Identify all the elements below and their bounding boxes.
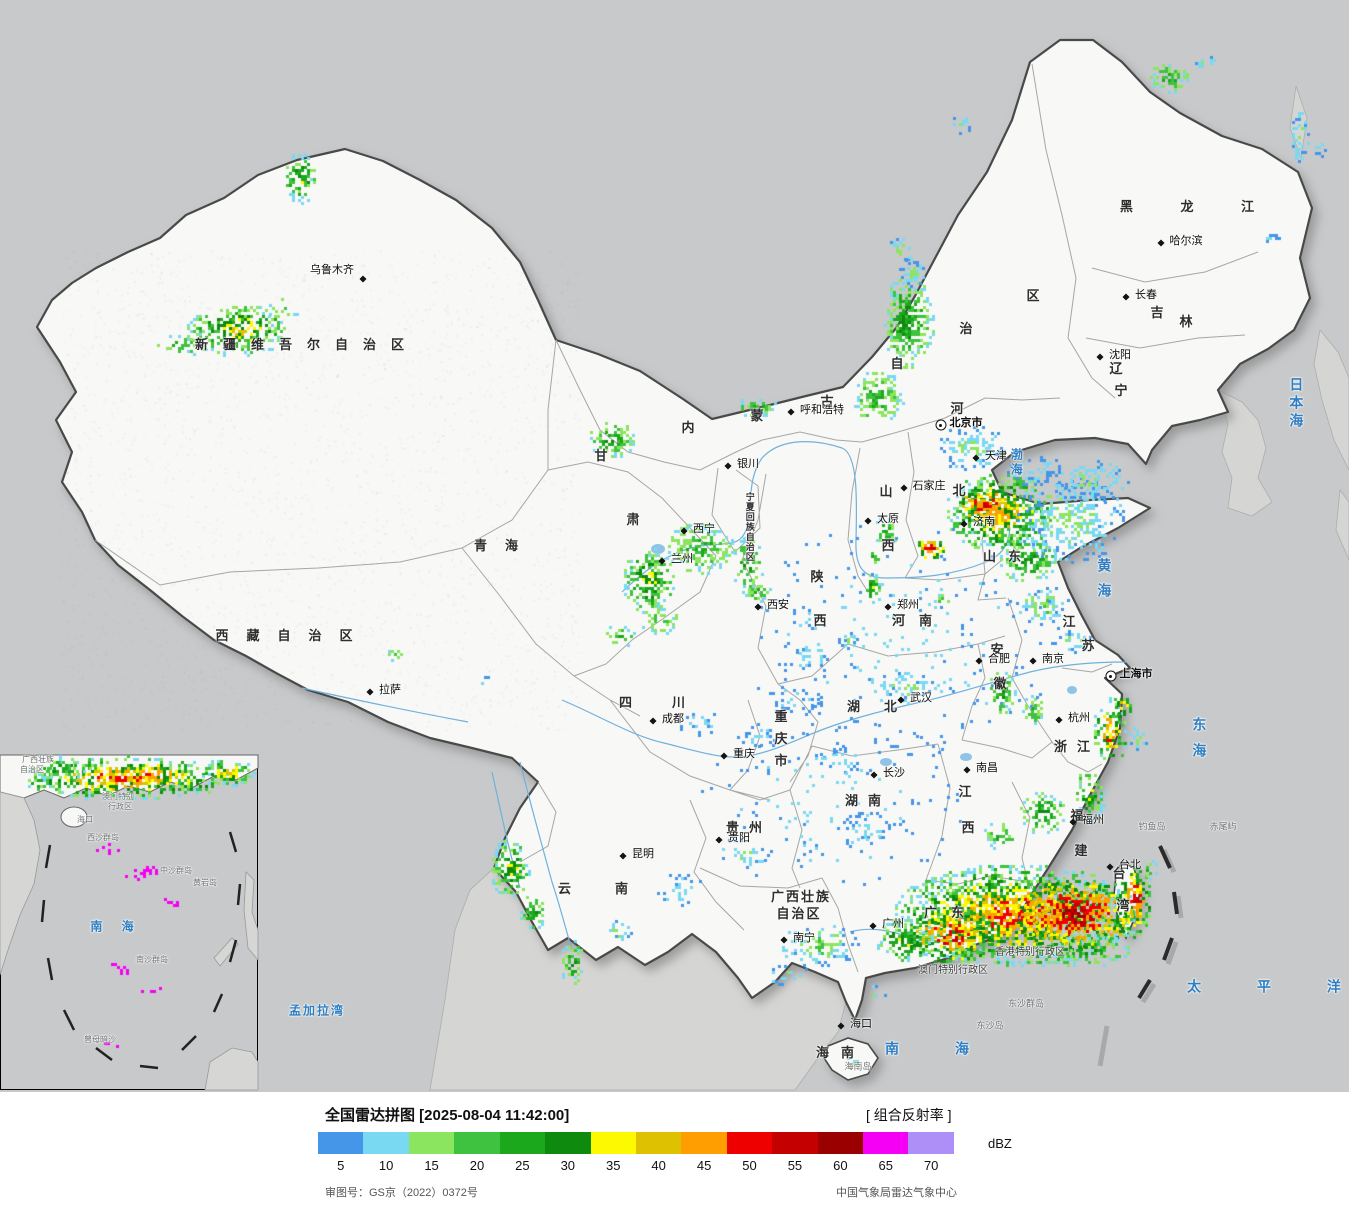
dbz-tick-label: 45 bbox=[696, 1158, 712, 1173]
dbz-tick-label: 60 bbox=[833, 1158, 848, 1173]
dbz-tick-label: 20 bbox=[469, 1158, 485, 1173]
legend-bar: 全国雷达拼图 [2025-08-04 11:42:00] [ 组合反射率 ] 5… bbox=[0, 1092, 1349, 1208]
dbz-unit-label: dBZ bbox=[988, 1136, 1012, 1151]
dbz-segment bbox=[772, 1132, 818, 1154]
dbz-segment bbox=[681, 1132, 727, 1154]
dbz-tick-label: 5 bbox=[337, 1158, 345, 1173]
dbz-segment bbox=[408, 1132, 455, 1154]
dbz-tick-label: 50 bbox=[742, 1158, 757, 1173]
dbz-tick-label: 65 bbox=[878, 1158, 893, 1173]
dbz-segment bbox=[590, 1132, 636, 1154]
credit-label: 中国气象局雷达气象中心 bbox=[836, 1187, 957, 1199]
dbz-tick-label: 70 bbox=[923, 1158, 939, 1173]
map-area: 黑 龙 江吉林辽宁内蒙古自治区新疆维吾尔自治区 西藏自治区 青海甘肃宁夏回族自治区陕… bbox=[0, 0, 1349, 1092]
radar-echo-layer bbox=[0, 0, 1349, 1092]
dbz-segment bbox=[863, 1132, 909, 1154]
dbz-tick-label: 15 bbox=[424, 1158, 439, 1173]
dbz-tick-label: 30 bbox=[560, 1158, 576, 1173]
dbz-tick-label: 35 bbox=[606, 1158, 621, 1173]
dbz-segment bbox=[908, 1132, 954, 1154]
dbz-segment bbox=[817, 1132, 864, 1154]
map-title: 全国雷达拼图 [2025-08-04 11:42:00] bbox=[325, 1107, 570, 1124]
dbz-segment bbox=[363, 1132, 409, 1154]
dbz-tick-label: 40 bbox=[651, 1158, 666, 1173]
dbz-segment bbox=[499, 1132, 546, 1154]
survey-number: 审图号：GS京（2022）0372号 bbox=[325, 1187, 478, 1199]
product-label: [ 组合反射率 ] bbox=[866, 1107, 952, 1123]
dbz-segment bbox=[726, 1132, 773, 1154]
dbz-tick-label: 10 bbox=[378, 1158, 394, 1173]
dbz-tick-label: 25 bbox=[515, 1158, 530, 1173]
dbz-colorbar bbox=[318, 1132, 954, 1154]
dbz-segment bbox=[454, 1132, 500, 1154]
dbz-segment bbox=[318, 1132, 364, 1154]
dbz-tick-label: 55 bbox=[787, 1158, 803, 1173]
dbz-segment bbox=[635, 1132, 682, 1154]
dbz-segment bbox=[545, 1132, 591, 1154]
dbz-tick-row: 5 10 15 20 25 30 35 40 45 50 55 60 65 70 bbox=[318, 1158, 954, 1173]
